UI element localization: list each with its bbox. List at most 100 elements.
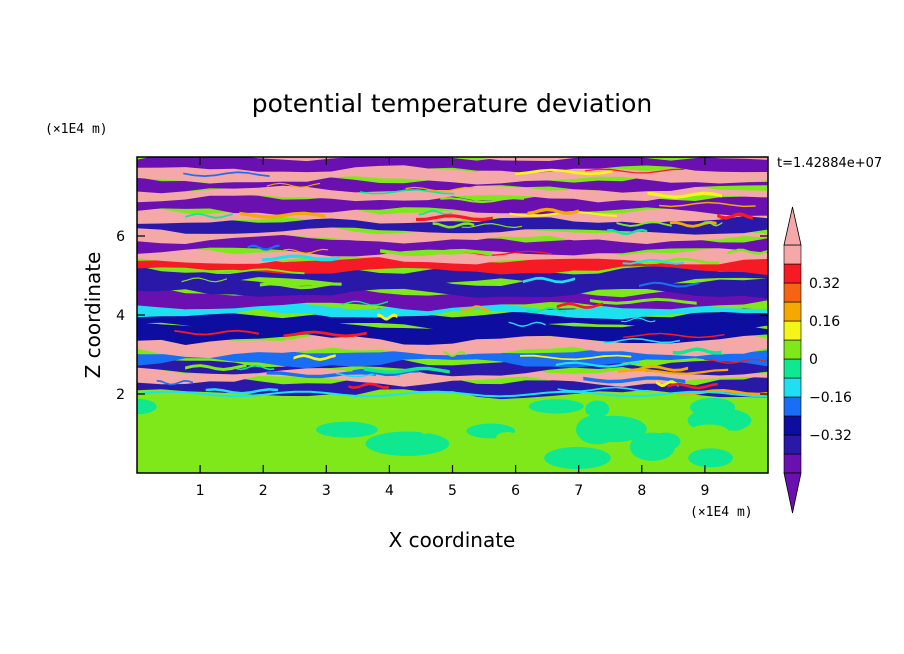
- field-filament: [508, 321, 546, 327]
- chart-title: potential temperature deviation: [252, 89, 652, 118]
- x-axis-label: X coordinate: [389, 528, 516, 552]
- colorbar-under-arrow: [783, 472, 802, 514]
- field-blob: [528, 399, 584, 414]
- field-filament: [461, 223, 523, 229]
- colorbar-swatch: [783, 320, 802, 341]
- x-tick-label: 5: [448, 483, 457, 499]
- time-label: t=1.42884e+07: [777, 156, 882, 171]
- field-filament: [185, 213, 233, 219]
- field-filament: [520, 354, 632, 361]
- field-filament: [623, 332, 725, 339]
- field-filament: [266, 182, 321, 188]
- field-filament: [377, 313, 398, 321]
- field-filament: [617, 368, 729, 375]
- field-blob: [712, 430, 748, 441]
- field-filament: [156, 379, 193, 386]
- field-filament: [283, 330, 367, 338]
- field-band: [137, 332, 768, 359]
- field-band: [137, 308, 768, 331]
- y-axis: 2 4 6: [116, 229, 768, 403]
- field-filament: [585, 168, 685, 174]
- field-filament: [205, 388, 279, 395]
- field-filament: [659, 201, 756, 208]
- y-tick-label: 6: [116, 229, 125, 245]
- field-filament: [727, 248, 768, 255]
- field-filament: [672, 347, 722, 355]
- field-filament: [526, 307, 567, 313]
- field-band: [137, 345, 768, 369]
- field-filament: [616, 221, 672, 227]
- field-filament: [360, 189, 455, 195]
- field-filament: [266, 371, 376, 379]
- field-filament: [555, 361, 640, 368]
- field-filament: [348, 382, 389, 389]
- colorbar-swatch: [783, 282, 802, 303]
- temperature-field: [137, 157, 768, 473]
- field-blob: [544, 446, 611, 470]
- field-filament: [667, 382, 718, 390]
- field-filament: [380, 248, 492, 257]
- colorbar-swatch: [783, 377, 802, 398]
- field-blob: [137, 398, 157, 415]
- field-filament: [458, 250, 552, 256]
- field-blob: [585, 400, 610, 418]
- field-blob: [688, 448, 733, 468]
- field-filament: [181, 277, 227, 283]
- field-blob: [316, 421, 378, 438]
- x-tick-label: 2: [259, 483, 268, 499]
- colorbar-swatch: [783, 434, 802, 455]
- field-filament: [416, 214, 493, 222]
- field-filament: [698, 221, 723, 227]
- field-filament: [247, 244, 280, 251]
- field-filament: [418, 209, 453, 216]
- field-filament: [556, 302, 604, 309]
- x-tick-label: 3: [322, 483, 331, 499]
- field-filament: [527, 207, 579, 215]
- field-filament: [621, 317, 656, 323]
- colorbar-tick-label: 0.16: [809, 314, 840, 330]
- field-filament: [589, 297, 697, 305]
- x-unit-label: (×1E4 m): [690, 505, 753, 520]
- field-blob: [417, 414, 434, 434]
- field-blob: [177, 431, 195, 439]
- field-filament: [557, 386, 651, 393]
- colorbar-tick-label: −0.16: [809, 390, 852, 406]
- x-tick-label: 1: [196, 483, 205, 499]
- field-filament: [204, 268, 305, 275]
- field-blob: [749, 441, 768, 449]
- field-filament: [185, 364, 247, 371]
- field-band: [137, 254, 768, 276]
- field-filament: [293, 354, 336, 361]
- field-filament: [183, 171, 270, 177]
- field-filament: [635, 257, 720, 265]
- field-blob: [630, 400, 647, 418]
- field-filament: [630, 365, 689, 372]
- colorbar-swatch: [783, 301, 802, 322]
- field-filament: [443, 351, 467, 357]
- y-tick-label: 4: [116, 308, 125, 324]
- field-filament: [583, 376, 686, 384]
- field-filament: [647, 191, 723, 199]
- field-filament: [460, 305, 490, 312]
- field-filament: [639, 281, 700, 288]
- plot-area: [137, 157, 768, 473]
- field-blob: [523, 420, 552, 437]
- field-filament: [341, 300, 388, 306]
- field-filament: [432, 222, 475, 229]
- field-filament: [363, 366, 450, 374]
- colorbar-swatch: [783, 396, 802, 417]
- field-filament: [283, 248, 329, 254]
- x-axis: 1 2 3 4 5 6 7 8 9: [196, 157, 709, 499]
- field-filament: [523, 276, 575, 284]
- colorbar-swatch: [783, 358, 802, 379]
- y-unit-label: (×1E4 m): [45, 122, 108, 137]
- x-tick-label: 8: [637, 483, 646, 499]
- field-filament: [261, 254, 340, 262]
- field-filament: [656, 380, 679, 388]
- colorbar-tick-label: −0.32: [809, 428, 852, 444]
- colorbar-swatch: [783, 339, 802, 360]
- x-tick-label: 9: [700, 483, 709, 499]
- colorbar: 0.32 0.16 0 −0.16 −0.32: [783, 206, 852, 514]
- field-blob: [370, 433, 416, 455]
